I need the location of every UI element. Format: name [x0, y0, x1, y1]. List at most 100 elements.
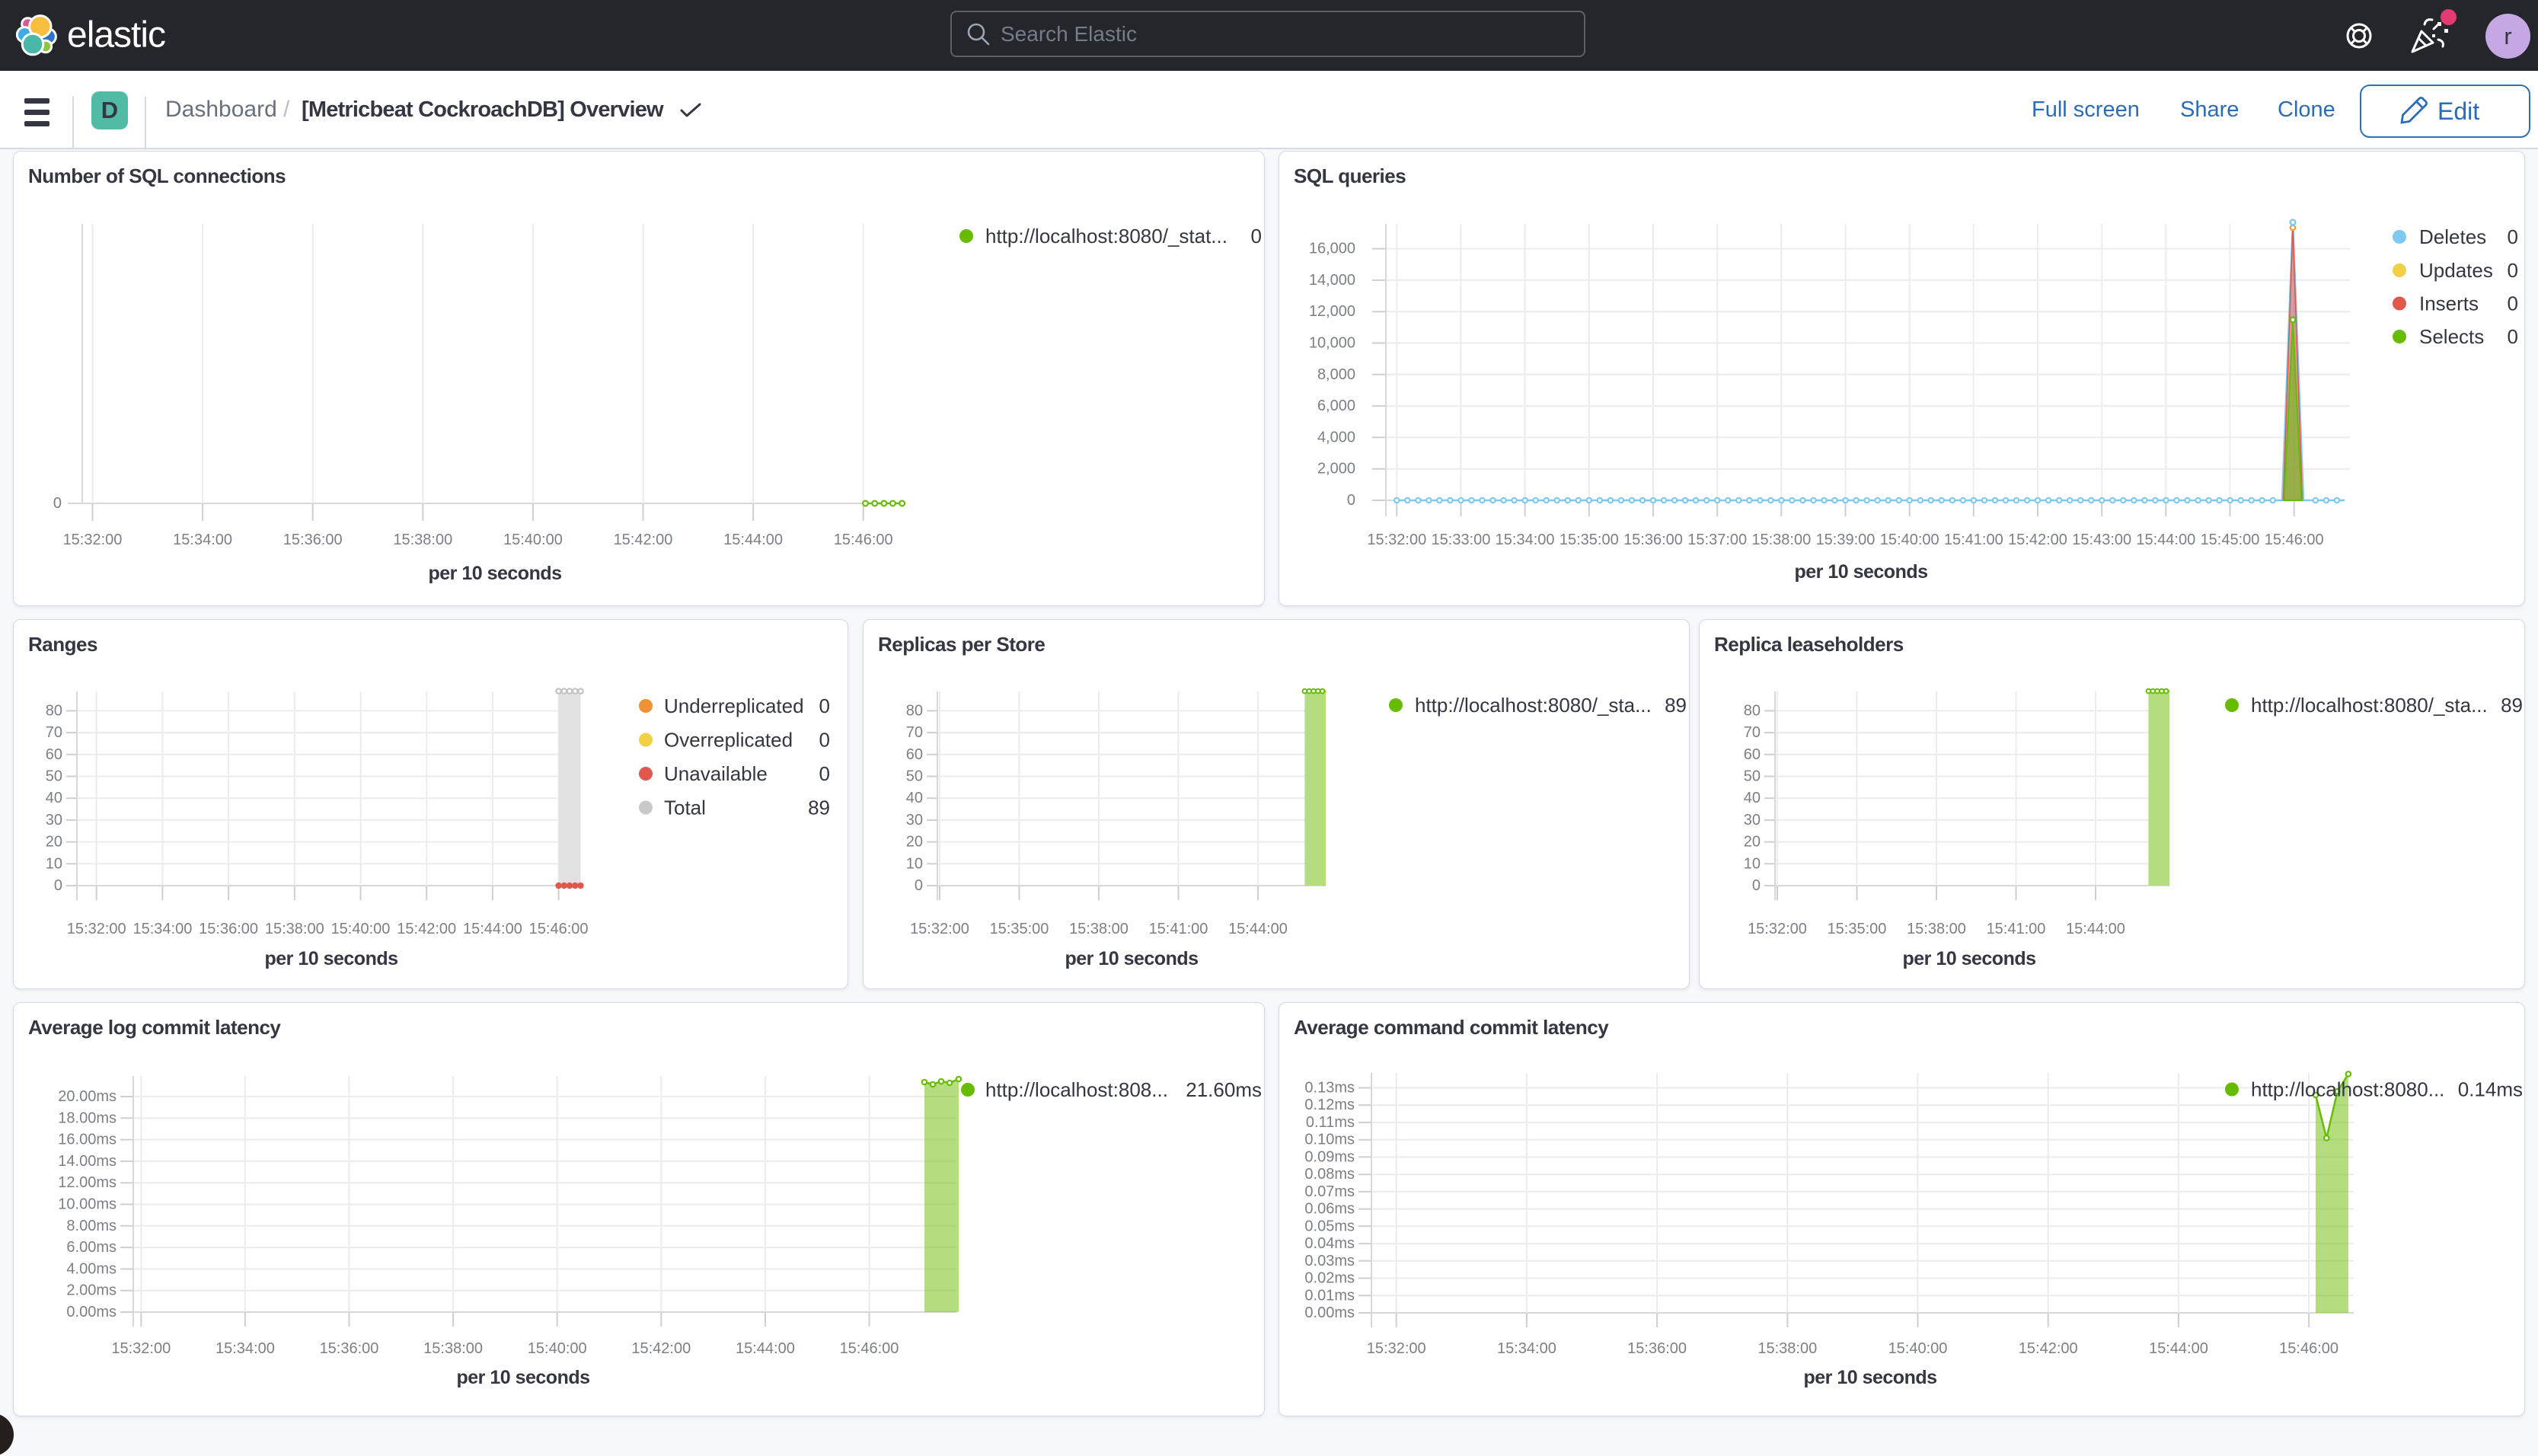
- svg-text:15:46:00: 15:46:00: [2279, 1340, 2338, 1357]
- svg-text:0.14ms: 0.14ms: [2458, 1078, 2523, 1101]
- svg-text:0: 0: [53, 495, 62, 512]
- svg-text:20: 20: [46, 834, 62, 851]
- svg-text:15:36:00: 15:36:00: [1623, 532, 1683, 548]
- svg-text:30: 30: [906, 812, 923, 829]
- svg-text:0: 0: [819, 762, 830, 785]
- svg-text:per 10 seconds: per 10 seconds: [1794, 561, 1927, 583]
- svg-text:15:36:00: 15:36:00: [199, 921, 258, 937]
- svg-text:40: 40: [46, 790, 62, 806]
- svg-text:0.09ms: 0.09ms: [1304, 1148, 1355, 1165]
- svg-text:15:46:00: 15:46:00: [834, 532, 893, 548]
- svg-text:15:40:00: 15:40:00: [528, 1340, 587, 1357]
- svg-text:per 10 seconds: per 10 seconds: [264, 948, 397, 969]
- svg-text:15:46:00: 15:46:00: [840, 1340, 899, 1357]
- svg-text:0.00ms: 0.00ms: [66, 1304, 117, 1320]
- svg-text:15:36:00: 15:36:00: [283, 532, 343, 548]
- svg-text:15:44:00: 15:44:00: [1228, 921, 1288, 937]
- svg-text:16,000: 16,000: [1309, 241, 1355, 257]
- svg-text:per 10 seconds: per 10 seconds: [1803, 1367, 1936, 1388]
- svg-text:15:36:00: 15:36:00: [320, 1340, 379, 1357]
- svg-text:0.04ms: 0.04ms: [1304, 1235, 1355, 1252]
- svg-text:12,000: 12,000: [1309, 303, 1355, 320]
- svg-text:89: 89: [808, 797, 830, 819]
- svg-text:0.05ms: 0.05ms: [1304, 1218, 1355, 1234]
- svg-text:16.00ms: 16.00ms: [58, 1132, 117, 1148]
- svg-text:0: 0: [819, 694, 830, 717]
- svg-text:20: 20: [1744, 834, 1761, 851]
- svg-text:Updates: Updates: [2419, 259, 2493, 282]
- svg-text:18.00ms: 18.00ms: [58, 1110, 117, 1126]
- svg-text:4,000: 4,000: [1317, 429, 1355, 445]
- svg-text:2.00ms: 2.00ms: [66, 1282, 117, 1299]
- svg-text:0.12ms: 0.12ms: [1304, 1097, 1355, 1113]
- svg-text:10: 10: [46, 855, 62, 872]
- svg-text:80: 80: [46, 702, 62, 719]
- svg-text:0: 0: [1251, 225, 1262, 247]
- svg-text:15:44:00: 15:44:00: [463, 921, 522, 937]
- svg-text:10: 10: [1744, 855, 1761, 872]
- svg-text:15:42:00: 15:42:00: [2019, 1340, 2078, 1357]
- svg-text:15:35:00: 15:35:00: [990, 921, 1049, 937]
- svg-text:40: 40: [906, 790, 923, 806]
- svg-text:15:44:00: 15:44:00: [2066, 921, 2125, 937]
- svg-text:15:32:00: 15:32:00: [910, 921, 969, 937]
- svg-text:15:38:00: 15:38:00: [265, 921, 324, 937]
- svg-text:15:38:00: 15:38:00: [1751, 532, 1811, 548]
- svg-text:0.03ms: 0.03ms: [1304, 1253, 1355, 1269]
- svg-text:0: 0: [2508, 225, 2518, 248]
- svg-text:15:42:00: 15:42:00: [614, 532, 673, 548]
- svg-text:15:46:00: 15:46:00: [529, 921, 589, 937]
- svg-text:Deletes: Deletes: [2419, 225, 2486, 248]
- svg-text:per 10 seconds: per 10 seconds: [456, 1367, 589, 1388]
- svg-text:0: 0: [1347, 492, 1355, 509]
- svg-text:15:40:00: 15:40:00: [1880, 532, 1939, 548]
- svg-text:15:44:00: 15:44:00: [2136, 532, 2195, 548]
- svg-text:21.60ms: 21.60ms: [1186, 1078, 1262, 1101]
- svg-text:Total: Total: [664, 797, 706, 819]
- svg-text:6.00ms: 6.00ms: [66, 1239, 117, 1256]
- svg-text:0.13ms: 0.13ms: [1304, 1080, 1355, 1097]
- svg-text:60: 60: [46, 746, 62, 763]
- svg-text:elastic: elastic: [67, 15, 165, 56]
- svg-text:30: 30: [46, 812, 62, 829]
- svg-text:6,000: 6,000: [1317, 398, 1355, 414]
- svg-text:15:42:00: 15:42:00: [2008, 532, 2067, 548]
- svg-text:15:45:00: 15:45:00: [2201, 532, 2260, 548]
- svg-text:15:40:00: 15:40:00: [331, 921, 391, 937]
- svg-text:15:32:00: 15:32:00: [111, 1340, 171, 1357]
- svg-text:0.02ms: 0.02ms: [1304, 1270, 1355, 1287]
- svg-text:40: 40: [1744, 790, 1761, 806]
- svg-text:80: 80: [1744, 702, 1761, 719]
- svg-text:15:44:00: 15:44:00: [736, 1340, 795, 1357]
- svg-text:Inserts: Inserts: [2419, 292, 2479, 315]
- svg-text:10.00ms: 10.00ms: [58, 1196, 117, 1213]
- svg-text:12.00ms: 12.00ms: [58, 1174, 117, 1191]
- svg-text:15:32:00: 15:32:00: [67, 921, 126, 937]
- svg-text:0.07ms: 0.07ms: [1304, 1183, 1355, 1200]
- svg-text:8.00ms: 8.00ms: [66, 1218, 117, 1234]
- svg-text:14,000: 14,000: [1309, 272, 1355, 289]
- svg-text:15:39:00: 15:39:00: [1816, 532, 1876, 548]
- svg-text:70: 70: [1744, 724, 1761, 741]
- svg-text:15:37:00: 15:37:00: [1687, 532, 1747, 548]
- svg-text:60: 60: [1744, 746, 1761, 763]
- svg-text:50: 50: [906, 768, 923, 785]
- svg-text:89: 89: [2501, 694, 2523, 717]
- svg-text:15:38:00: 15:38:00: [423, 1340, 483, 1357]
- svg-text:60: 60: [906, 746, 923, 763]
- svg-text:20.00ms: 20.00ms: [58, 1088, 117, 1105]
- svg-text:0: 0: [819, 729, 830, 752]
- svg-text:10: 10: [906, 855, 923, 872]
- svg-text:15:38:00: 15:38:00: [393, 532, 452, 548]
- svg-text:15:35:00: 15:35:00: [1560, 532, 1619, 548]
- svg-text:0: 0: [915, 877, 923, 894]
- svg-text:80: 80: [906, 702, 923, 719]
- svg-text:http://localhost:808...: http://localhost:808...: [985, 1078, 1168, 1101]
- svg-text:15:34:00: 15:34:00: [215, 1340, 275, 1357]
- svg-text:http://localhost:8080/_sta...: http://localhost:8080/_sta...: [2251, 694, 2488, 717]
- svg-text:15:32:00: 15:32:00: [63, 532, 123, 548]
- svg-text:0: 0: [1752, 877, 1761, 894]
- svg-text:15:38:00: 15:38:00: [1907, 921, 1966, 937]
- svg-text:0.01ms: 0.01ms: [1304, 1287, 1355, 1304]
- svg-text:0: 0: [54, 877, 62, 894]
